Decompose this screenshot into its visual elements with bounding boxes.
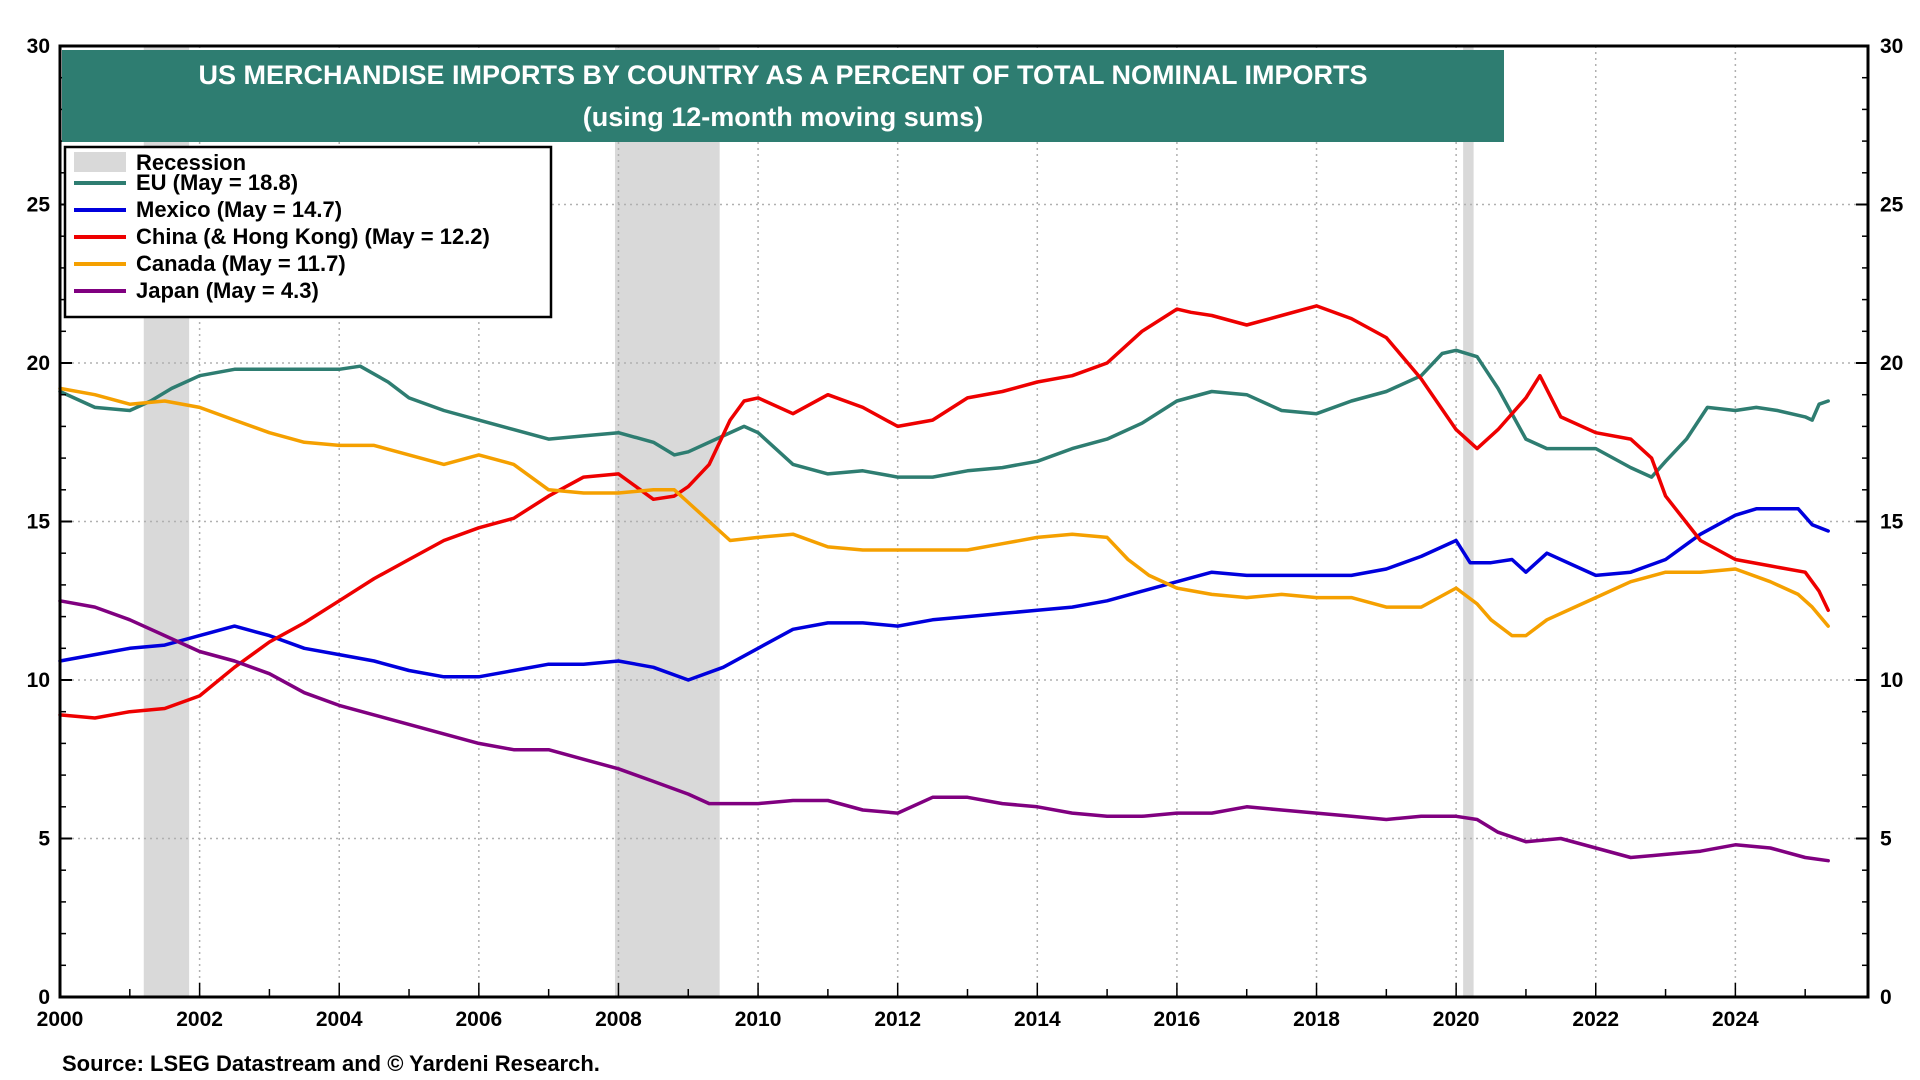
y-tick-right-5: 5: [1880, 828, 1892, 851]
x-tick-2010: 2010: [735, 1008, 782, 1031]
legend-label-recession: Recession: [136, 150, 246, 175]
series-line-2: [58, 304, 1830, 720]
y-tick-right-20: 20: [1880, 352, 1903, 375]
legend-label-3: Canada (May = 11.7): [136, 251, 346, 276]
legend-box: [63, 145, 553, 319]
y-tick-right-30: 30: [1880, 35, 1903, 58]
y-tick-right-15: 15: [1880, 511, 1904, 534]
series-line-0: [58, 348, 1830, 479]
y-tick-right-0: 0: [1880, 986, 1892, 1009]
source-note: Source: LSEG Datastream and © Yardeni Re…: [62, 1051, 600, 1076]
x-tick-2008: 2008: [595, 1008, 642, 1031]
recession-band-2: [1463, 46, 1474, 997]
y-tick-left-25: 25: [27, 194, 51, 217]
y-tick-left-15: 15: [27, 511, 51, 534]
legend-label-2: China (& Hong Kong) (May = 12.2): [136, 224, 490, 249]
x-tick-2022: 2022: [1572, 1008, 1619, 1031]
legend-swatch-recession: [74, 152, 126, 172]
x-tick-2002: 2002: [176, 1008, 223, 1031]
y-tick-left-20: 20: [27, 352, 50, 375]
legend-label-0: EU (May = 18.8): [136, 170, 298, 195]
chart-title: US MERCHANDISE IMPORTS BY COUNTRY AS A P…: [198, 60, 1367, 90]
series-lines: [58, 304, 1830, 863]
y-tick-right-25: 25: [1880, 194, 1904, 217]
y-tick-left-5: 5: [38, 828, 50, 851]
x-tick-2004: 2004: [316, 1008, 363, 1031]
series-line-4: [58, 599, 1830, 863]
series-line-1: [58, 507, 1830, 682]
title-box: US MERCHANDISE IMPORTS BY COUNTRY AS A P…: [62, 50, 1504, 142]
legend-label-4: Japan (May = 4.3): [136, 278, 319, 303]
chart-subtitle: (using 12-month moving sums): [583, 102, 984, 132]
x-tick-2006: 2006: [455, 1008, 502, 1031]
gridlines: [60, 46, 1868, 997]
y-tick-left-0: 0: [38, 986, 50, 1009]
series-line-3: [58, 386, 1830, 638]
y-tick-left-10: 10: [27, 669, 50, 692]
x-tick-2012: 2012: [874, 1008, 921, 1031]
legend: Recession EU (May = 18.8)Mexico (May = 1…: [63, 145, 553, 319]
x-tick-2018: 2018: [1293, 1008, 1340, 1031]
x-tick-2016: 2016: [1154, 1008, 1201, 1031]
x-tick-2024: 2024: [1712, 1008, 1759, 1031]
x-tick-2020: 2020: [1433, 1008, 1480, 1031]
x-tick-2000: 2000: [37, 1008, 84, 1031]
x-tick-2014: 2014: [1014, 1008, 1061, 1031]
y-tick-left-30: 30: [27, 35, 50, 58]
y-tick-right-10: 10: [1880, 669, 1903, 692]
title-background: [62, 50, 1504, 142]
legend-label-1: Mexico (May = 14.7): [136, 197, 342, 222]
